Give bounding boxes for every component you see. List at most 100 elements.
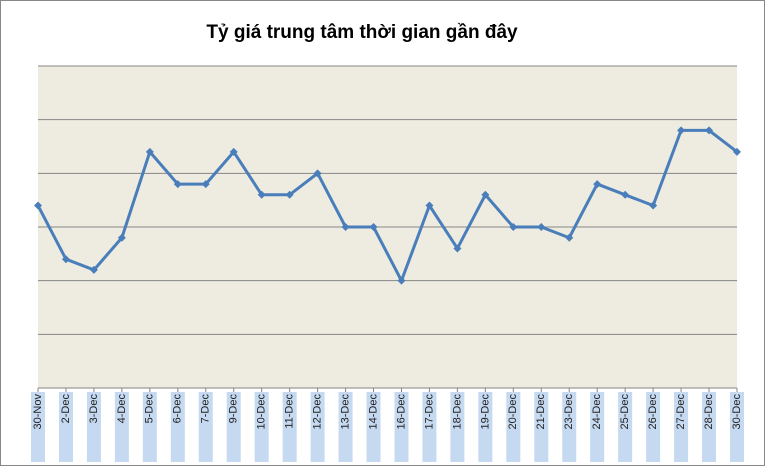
x-label-bg (394, 392, 409, 462)
x-tick-label: 20-Dec (507, 394, 519, 430)
x-tick-label: 24-Dec (591, 394, 603, 430)
x-tick-label: 3-Dec (88, 394, 100, 424)
marker (341, 223, 350, 231)
chart-title: Tỷ giá trung tâm thời gian gần đây (206, 22, 518, 43)
x-label-group: 5-Dec (142, 392, 157, 462)
x-label-bg (198, 392, 213, 462)
x-label-group: 28-Dec (702, 392, 717, 462)
x-tick-label: 27-Dec (675, 394, 687, 430)
x-label-group: 12-Dec (310, 392, 325, 462)
x-label-group: 13-Dec (338, 392, 353, 462)
x-tick-label: 12-Dec (312, 394, 324, 430)
x-label-bg (170, 392, 185, 462)
x-label-group: 20-Dec (506, 392, 521, 462)
line (36, 128, 738, 285)
x-tick-label: 26-Dec (647, 394, 659, 430)
x-label-group: 10-Dec (254, 392, 269, 462)
x-label-bg (310, 392, 325, 462)
marker (145, 147, 154, 156)
x-label-bg (478, 392, 493, 462)
x-tick-label: 6-Dec (172, 394, 184, 424)
x-tick-label: 18-Dec (451, 394, 463, 430)
x-label-bg (590, 392, 605, 462)
marker (649, 201, 658, 210)
x-label-group: 26-Dec (646, 392, 661, 462)
x-label-bg (254, 392, 269, 462)
x-label-bg (674, 392, 689, 462)
marker (229, 147, 238, 156)
x-tick-label: 25-Dec (619, 394, 631, 430)
x-tick-label: 17-Dec (423, 394, 435, 430)
x-tick-label: 9-Dec (228, 394, 240, 424)
x-label-group: 23-Dec (562, 392, 577, 462)
marker (425, 201, 434, 210)
x-label-group: 2-Dec (58, 392, 73, 462)
x-tick-label: 11-Dec (284, 394, 296, 429)
marker (481, 190, 490, 199)
marker (89, 265, 98, 274)
marker (565, 233, 574, 242)
marker (369, 223, 378, 231)
x-label-bg (366, 392, 381, 462)
x-label-group: 16-Dec (394, 392, 409, 462)
x-label-group: 19-Dec (478, 392, 493, 462)
x-tick-label: 21-Dec (535, 394, 547, 430)
marker (733, 147, 741, 156)
x-tick-label: 28-Dec (703, 394, 715, 430)
x-tick-label: 4-Dec (116, 394, 128, 424)
marker (34, 201, 42, 210)
x-label-bg (282, 392, 297, 462)
x-label-group: 6-Dec (170, 392, 185, 462)
x-label-bg (450, 392, 465, 462)
x-tick-label: 7-Dec (200, 394, 212, 424)
x-tick-label: 23-Dec (563, 394, 575, 430)
x-label-bg (114, 392, 129, 462)
marker (173, 180, 182, 189)
x-label-bg (562, 392, 577, 462)
marker (61, 255, 70, 264)
marker (201, 180, 210, 189)
x-tick-label: 5-Dec (144, 394, 156, 424)
marker (117, 233, 126, 242)
marker (509, 223, 518, 231)
x-tick-label: 19-Dec (479, 394, 491, 430)
x-label-bg (506, 392, 521, 462)
x-tick-label: 14-Dec (367, 394, 379, 430)
x-label-bg (86, 392, 101, 462)
x-label-group: 3-Dec (86, 392, 101, 462)
x-tick-label: 10-Dec (256, 394, 268, 430)
x-label-group: 17-Dec (422, 392, 437, 462)
marker (593, 180, 602, 189)
x-label-bg (534, 392, 549, 462)
x-label-bg (618, 392, 633, 462)
x-tick-label: 30-Dec (731, 394, 743, 430)
x-label-bg (646, 392, 661, 462)
x-label-group: 30-Nov (31, 392, 45, 462)
x-tick-label: 30-Nov (32, 394, 44, 430)
x-label-group: 30-Dec (730, 392, 744, 462)
x-label-group: 21-Dec (534, 392, 549, 462)
x-label-group: 18-Dec (450, 392, 465, 462)
marker (453, 244, 462, 253)
x-label-group: 7-Dec (198, 392, 213, 462)
x-label-bg (730, 392, 744, 462)
marker (285, 190, 294, 199)
marker (705, 126, 714, 135)
x-label-group: 11-Dec (282, 392, 297, 462)
x-label-group: 9-Dec (226, 392, 241, 462)
x-label-bg (31, 392, 45, 462)
x-label-bg (226, 392, 241, 462)
x-label-group: 24-Dec (590, 392, 605, 462)
marker (677, 126, 686, 135)
x-label-bg (422, 392, 437, 462)
x-tick-label: 16-Dec (395, 394, 407, 430)
x-tick-label: 2-Dec (60, 394, 72, 424)
x-label-group: 27-Dec (674, 392, 689, 462)
x-label-group: 25-Dec (618, 392, 633, 462)
x-label-bg (338, 392, 353, 462)
marker (257, 190, 266, 199)
marker (313, 169, 322, 178)
x-tick-label: 13-Dec (339, 394, 351, 430)
x-label-bg (702, 392, 717, 462)
